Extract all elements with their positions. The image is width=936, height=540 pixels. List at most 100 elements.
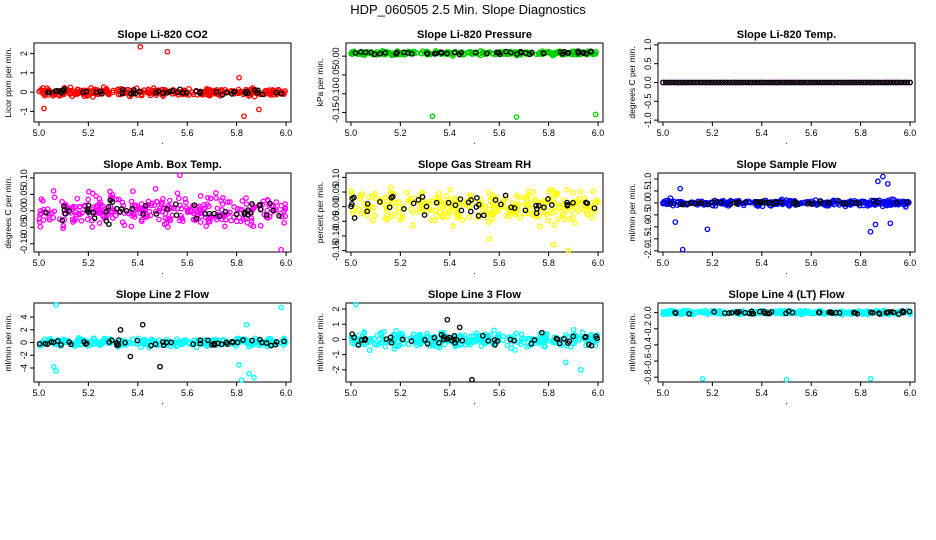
data-point (521, 335, 527, 342)
data-point (680, 201, 686, 208)
data-point (826, 79, 833, 86)
data-point (679, 79, 686, 86)
series-selected (348, 192, 598, 221)
data-point (818, 79, 825, 86)
data-point (503, 195, 509, 201)
data-point (364, 208, 371, 215)
data-point (257, 222, 264, 229)
data-point (804, 200, 811, 207)
x-axis-label: . (785, 136, 788, 146)
data-point (451, 49, 458, 56)
data-point (262, 339, 269, 345)
data-point (142, 206, 148, 213)
data-point (60, 225, 66, 232)
data-point (211, 342, 218, 348)
data-point (582, 333, 589, 340)
data-point (445, 199, 452, 206)
data-point (496, 331, 502, 338)
panel-line3-flow: Slope Line 3 Flow 5.0 5.2 5.4 5.6 5.8 6.0. -2 -1… (312, 284, 624, 422)
y-tick-label: 0.5 (643, 57, 653, 70)
data-point (904, 79, 911, 86)
x-tick-label: 5.4 (756, 258, 769, 268)
data-point (548, 202, 555, 208)
data-point (703, 309, 710, 316)
y-tick-label: -0.15 (331, 102, 341, 123)
data-point (792, 309, 799, 316)
data-point (428, 217, 434, 223)
data-point (211, 210, 218, 217)
data-point (875, 178, 881, 185)
data-point (263, 212, 270, 219)
y-tick-label: 0.0 (643, 197, 653, 210)
data-point (157, 363, 163, 370)
data-point (856, 200, 862, 207)
data-point (163, 220, 170, 227)
data-point (766, 310, 773, 317)
data-point (115, 341, 122, 348)
data-point (240, 337, 246, 343)
data-point (257, 201, 263, 208)
data-point (707, 79, 713, 86)
data-point (706, 310, 712, 316)
data-point (176, 172, 183, 179)
data-point (112, 212, 119, 219)
data-point (370, 204, 377, 211)
y-tick-label: -0.2 (643, 321, 653, 337)
data-point (468, 333, 475, 340)
y-tick-label: 2 (19, 327, 29, 332)
x-tick-label: 5.8 (542, 258, 555, 268)
data-point (71, 203, 78, 210)
x-tick-label: 6.0 (280, 128, 293, 138)
y-tick-label: -0.5 (643, 207, 653, 223)
data-point (239, 198, 246, 204)
data-point (401, 206, 407, 212)
y-tick-label: 0.05 (19, 186, 29, 204)
data-point (585, 333, 591, 340)
x-tick-label: 5.6 (181, 388, 194, 398)
chart-svg: Slope Li-820 Temp. 5.0 5.2 5.4 5.6 5.8 6.0. -1.… (627, 29, 916, 146)
data-point (37, 223, 44, 230)
data-point (105, 91, 111, 97)
data-point (487, 332, 494, 338)
data-point (867, 228, 874, 235)
data-point (391, 345, 398, 352)
data-point (424, 50, 431, 57)
data-point (383, 207, 390, 214)
data-point (198, 213, 205, 220)
data-point (221, 223, 228, 230)
data-point (203, 223, 210, 230)
data-point (562, 208, 569, 214)
data-point (579, 329, 586, 336)
data-point (433, 199, 440, 206)
data-point (412, 337, 418, 344)
data-point (765, 79, 772, 86)
y-tick-label: -0.8 (643, 369, 653, 385)
data-point (117, 208, 124, 215)
data-point (890, 79, 897, 86)
series-selected (43, 197, 282, 228)
data-point (492, 197, 499, 203)
data-point (142, 202, 149, 209)
data-point (729, 79, 736, 86)
data-point (362, 49, 369, 56)
data-point (249, 201, 255, 207)
data-point (216, 213, 223, 220)
data-point (840, 79, 847, 86)
data-point (559, 213, 566, 220)
data-point (867, 375, 874, 382)
data-point (278, 304, 284, 311)
data-point (783, 376, 790, 383)
data-point (459, 337, 466, 344)
data-point (792, 199, 799, 206)
data-point (238, 377, 245, 383)
data-point (349, 201, 355, 207)
data-point (399, 213, 406, 220)
data-point (213, 195, 219, 201)
data-point (566, 338, 573, 345)
data-point (771, 79, 777, 86)
panel-co2: Slope Li-820 CO2 5.0 5.2 5.4 5.6 5.8 6.0. -1 0 1 2… (0, 24, 312, 162)
data-point (872, 221, 879, 228)
data-point (428, 335, 435, 341)
data-point (272, 207, 278, 214)
data-point (467, 208, 474, 215)
